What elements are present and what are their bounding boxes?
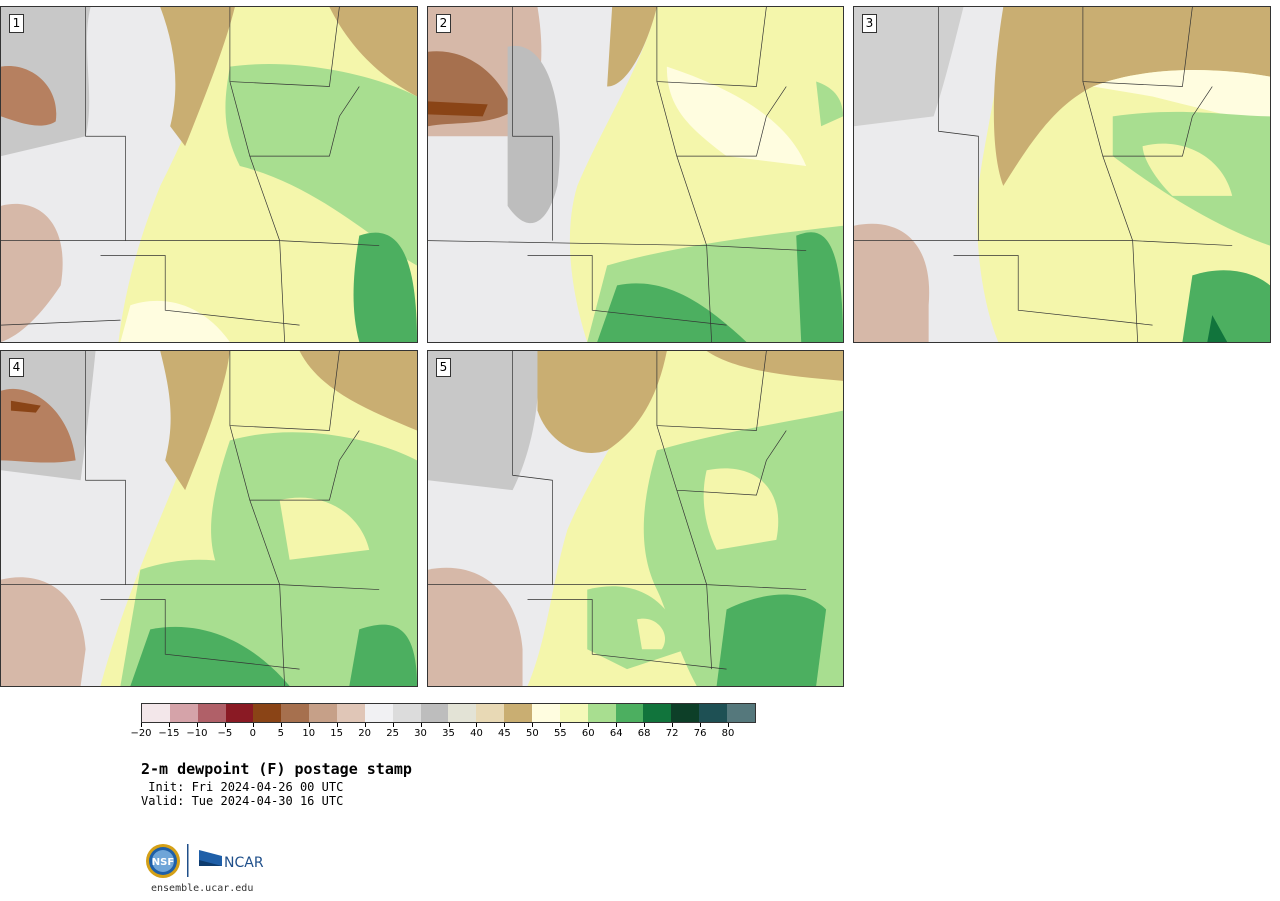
colorbar-ticks: −20 −15 −10 −5 0 5 10 15 20 25 30 35 40 45 50 55 60 64 68 7… — [130, 723, 756, 743]
dewpoint-map-3 — [854, 7, 1270, 342]
colorbar-tick-label: 76 — [693, 728, 707, 739]
panel-number-4: 4 — [9, 358, 24, 377]
panel-number-3: 3 — [862, 14, 877, 33]
init-time: Init: Fri 2024-04-26 00 UTC — [141, 780, 344, 794]
colorbar-tick-label: 10 — [302, 728, 316, 739]
colorbar-tick-label: 68 — [637, 728, 651, 739]
colorbar-tick-label: −5 — [217, 728, 233, 739]
colorbar-tick-label: 30 — [414, 728, 427, 739]
colorbar-tick-label: 55 — [553, 728, 567, 739]
panel-number-5: 5 — [436, 358, 451, 377]
ncar-logo: NCAR — [199, 850, 264, 871]
colorbar-tick-label: 80 — [721, 728, 735, 739]
colorbar-tick-label: −15 — [158, 728, 180, 739]
colorbar-tick — [672, 723, 674, 727]
colorbar-tick-label: 25 — [386, 728, 399, 739]
colorbar-swatch — [727, 704, 755, 722]
colorbar-swatch — [225, 704, 254, 722]
logo-divider — [187, 844, 189, 877]
colorbar-tick — [728, 723, 730, 727]
colorbar — [141, 703, 756, 723]
colorbar-tick-label: −20 — [130, 728, 152, 739]
colorbar-tick — [280, 723, 282, 727]
colorbar-tick — [700, 723, 702, 727]
colorbar-tick — [532, 723, 534, 727]
panel-number-2: 2 — [436, 14, 451, 33]
colorbar-swatch — [448, 704, 477, 722]
map-panel-4: 4 — [0, 350, 418, 687]
colorbar-swatch — [392, 704, 421, 722]
dewpoint-map-5 — [428, 351, 843, 686]
colorbar-tick — [336, 723, 338, 727]
colorbar-tick — [252, 723, 254, 727]
colorbar-tick — [644, 723, 646, 727]
colorbar-swatch — [476, 704, 505, 722]
colorbar-tick — [448, 723, 450, 727]
colorbar-tick — [141, 723, 142, 727]
colorbar-swatch — [699, 704, 728, 722]
dewpoint-map-4 — [1, 351, 417, 686]
nsf-ncar-logos: NSF NCAR — [146, 844, 264, 878]
colorbar-swatch — [615, 704, 644, 722]
colorbar-tick — [420, 723, 422, 727]
colorbar-swatch — [532, 704, 560, 722]
panel-number-1: 1 — [9, 14, 24, 33]
colorbar-swatch — [671, 704, 700, 722]
colorbar-tick — [364, 723, 366, 727]
colorbar-tick — [168, 723, 170, 727]
colorbar-tick — [196, 723, 198, 727]
colorbar-tick — [224, 723, 226, 727]
map-panel-5: 5 — [427, 350, 844, 687]
colorbar-swatch — [587, 704, 616, 722]
colorbar-tick-label: 5 — [277, 728, 284, 739]
colorbar-tick-label: 45 — [498, 728, 511, 739]
colorbar-tick-label: 20 — [358, 728, 371, 739]
nsf-logo: NSF — [146, 844, 180, 878]
svg-text:NSF: NSF — [152, 857, 174, 868]
colorbar-tick-label: 72 — [665, 728, 679, 739]
dewpoint-map-1 — [1, 7, 417, 342]
colorbar-swatch — [364, 704, 393, 722]
dewpoint-map-2 — [428, 7, 843, 342]
colorbar-tick-label: 15 — [330, 728, 344, 739]
colorbar-swatch — [197, 704, 226, 722]
colorbar-tick-label: 50 — [525, 728, 539, 739]
colorbar-swatch — [281, 704, 310, 722]
colorbar-swatch — [559, 704, 588, 722]
valid-time: Valid: Tue 2024-04-30 16 UTC — [141, 794, 344, 808]
colorbar-tick — [308, 723, 310, 727]
colorbar-swatch — [169, 704, 198, 722]
colorbar-tick — [616, 723, 618, 727]
site-url: ensemble.ucar.edu — [151, 883, 254, 894]
map-title: 2-m dewpoint (F) postage stamp — [141, 760, 412, 778]
colorbar-tick-label: 35 — [442, 728, 455, 739]
colorbar-swatch — [643, 704, 672, 722]
colorbar-tick-label: 40 — [470, 728, 483, 739]
colorbar-tick-label: −10 — [186, 728, 208, 739]
map-panel-3: 3 — [853, 6, 1271, 343]
svg-text:NCAR: NCAR — [224, 855, 264, 871]
colorbar-swatch — [309, 704, 338, 722]
colorbar-tick-label: 64 — [609, 728, 623, 739]
colorbar-swatch — [142, 704, 170, 722]
colorbar-tick — [476, 723, 478, 727]
map-panel-1: 1 — [0, 6, 418, 343]
colorbar-tick — [560, 723, 562, 727]
colorbar-tick — [504, 723, 506, 727]
colorbar-swatch — [420, 704, 449, 722]
map-panel-2: 2 — [427, 6, 844, 343]
colorbar-swatch — [504, 704, 533, 722]
colorbar-tick — [392, 723, 394, 727]
colorbar-tick — [588, 723, 590, 727]
colorbar-swatch — [337, 704, 365, 722]
colorbar-swatch — [253, 704, 282, 722]
colorbar-tick-label: 0 — [249, 728, 256, 739]
colorbar-tick-label: 60 — [581, 728, 595, 739]
